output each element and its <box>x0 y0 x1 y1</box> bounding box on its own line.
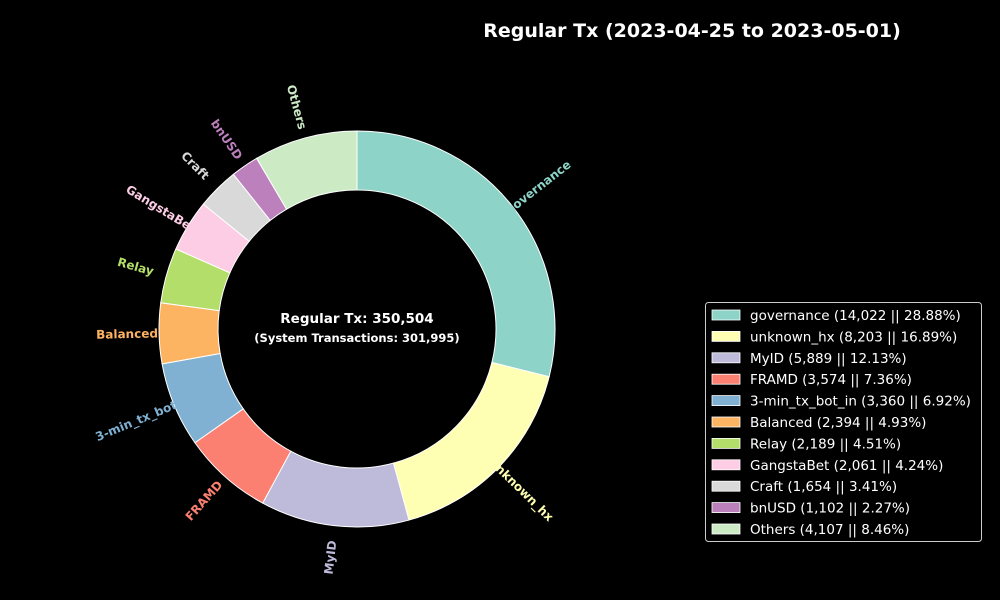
legend-label-framd: FRAMD (3,574 || 7.36%) <box>750 372 912 388</box>
legend-label-relay: Relay (2,189 || 4.51%) <box>750 436 901 452</box>
legend-items: governance (14,022 || 28.88%) unknown_hx … <box>711 308 971 538</box>
legend-label-gangstabet: GangstaBet (2,061 || 4.24%) <box>750 458 943 474</box>
legend-label-bnusd: bnUSD (1,102 || 2.27%) <box>750 501 910 517</box>
slice-balanced <box>158 302 221 365</box>
donut-slices <box>158 130 556 528</box>
legend-box <box>705 302 982 542</box>
slice-label-balanced: Balanced <box>96 326 158 341</box>
legend-swatch-balanced <box>711 416 741 428</box>
legend-swatch-governance <box>711 309 741 321</box>
legend: governance (14,022 || 28.88%) unknown_hx … <box>705 302 982 542</box>
legend-label-unknown-hx: unknown_hx (8,203 || 16.89%) <box>750 329 957 345</box>
legend-swatch-3-min-tx-bot-in <box>711 395 741 407</box>
chart-title: Regular Tx (2023-04-25 to 2023-05-01) <box>483 20 901 42</box>
legend-swatch-craft <box>711 480 741 492</box>
legend-label-craft: Craft (1,654 || 3.41%) <box>750 479 897 495</box>
legend-swatch-framd <box>711 373 741 385</box>
legend-swatch-others <box>711 523 741 535</box>
legend-label-3-min-tx-bot-in: 3-min_tx_bot_in (3,360 || 6.92%) <box>750 394 971 410</box>
legend-swatch-myid <box>711 352 741 364</box>
legend-label-governance: governance (14,022 || 28.88%) <box>750 308 961 324</box>
legend-label-myid: MyID (5,889 || 12.13%) <box>750 351 907 367</box>
legend-label-balanced: Balanced (2,394 || 4.93%) <box>750 415 926 431</box>
center-system-label: (System Transactions: 301,995) <box>254 331 459 345</box>
legend-swatch-unknown-hx <box>711 330 741 342</box>
slice-others <box>255 130 358 210</box>
legend-swatch-relay <box>711 437 741 449</box>
legend-label-others: Others (4,107 || 8.46%) <box>750 522 909 538</box>
legend-swatch-gangstabet <box>711 459 741 471</box>
center-total-label: Regular Tx: 350,504 <box>280 311 433 327</box>
slice-governance <box>356 130 556 378</box>
slice-label-myid: MyID <box>322 540 340 576</box>
legend-swatch-bnusd <box>711 502 741 514</box>
